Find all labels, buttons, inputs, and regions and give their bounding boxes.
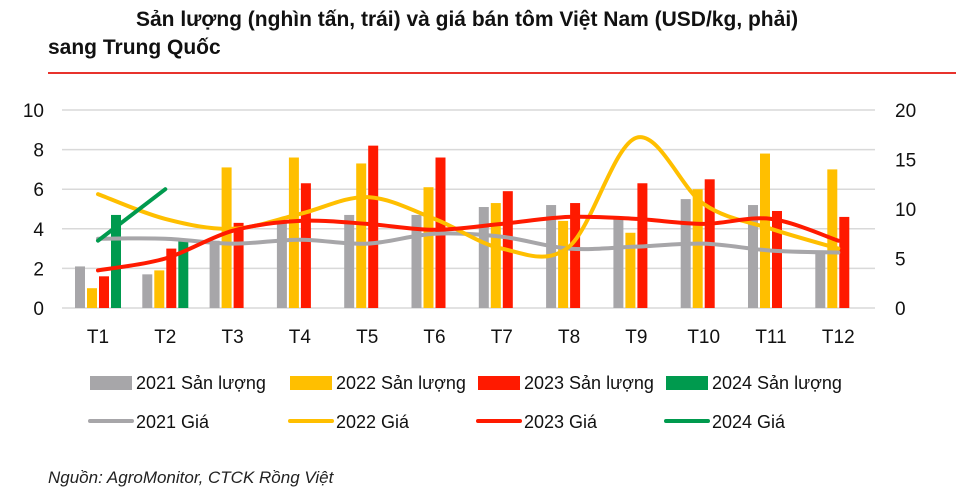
bar-2022 (87, 288, 97, 308)
bar-2021 (748, 205, 758, 308)
legend-label: 2024 Sản lượng (712, 373, 842, 393)
legend-label: 2023 Sản lượng (524, 373, 654, 393)
bar-2021 (276, 222, 287, 308)
y-right-tick-label: 5 (895, 250, 906, 271)
y-left-tick-label: 8 (33, 141, 44, 162)
line-2024-price (96, 187, 168, 243)
bar-2022 (625, 232, 636, 308)
legend-label: 2021 Giá (136, 412, 210, 432)
x-tick-label: T1 (87, 327, 109, 348)
x-tick-label: T5 (356, 327, 378, 348)
x-tick-label: T6 (423, 327, 445, 348)
bar-2022 (760, 153, 770, 308)
legend-label: 2021 Sản lượng (136, 373, 266, 393)
bar-2021 (344, 214, 355, 308)
bar-2021 (815, 250, 826, 308)
title-line-2: sang Trung Quốc (48, 36, 221, 59)
bar-2021 (478, 207, 489, 308)
y-left-tick-label: 10 (23, 101, 44, 122)
bar-2023 (233, 222, 244, 308)
bar-2022 (356, 163, 367, 308)
bar-2021 (613, 216, 624, 308)
x-tick-label: T2 (154, 327, 176, 348)
legend-label: 2023 Giá (524, 412, 598, 432)
line-2023-price (96, 214, 841, 273)
legend-swatch (290, 376, 332, 390)
x-tick-label: T8 (558, 327, 580, 348)
bar-2023 (772, 210, 782, 308)
y-left-tick-label: 6 (33, 180, 44, 201)
legend-label: 2022 Giá (336, 412, 410, 432)
y-right-tick-label: 20 (895, 101, 916, 122)
bar-2022 (154, 270, 165, 308)
x-tick-label: T3 (222, 327, 244, 348)
bar-2023 (99, 276, 109, 308)
bar-2024 (178, 238, 189, 308)
bar-2021 (209, 240, 220, 308)
bar-2021 (680, 199, 691, 308)
x-tick-label: T7 (491, 327, 513, 348)
title-line-1: Sản lượng (nghìn tấn, trái) và giá bán t… (136, 8, 799, 31)
bar-2023 (368, 145, 379, 308)
y-right-tick-label: 15 (895, 151, 916, 172)
bar-2024 (111, 214, 121, 308)
legend-swatch (90, 376, 132, 390)
bar-2023 (300, 183, 311, 308)
x-tick-label: T10 (687, 327, 720, 348)
x-tick-label: T11 (755, 327, 786, 348)
bar-2021 (75, 266, 85, 308)
y-left-tick-label: 4 (33, 220, 44, 241)
bar-2021 (411, 214, 422, 308)
legend-label: 2022 Sản lượng (336, 373, 466, 393)
bar-2021 (142, 274, 153, 308)
bar-2022 (490, 203, 501, 308)
chart-title: Sản lượng (nghìn tấn, trái) và giá bán t… (48, 6, 948, 62)
bar-2023 (839, 216, 850, 308)
bar-2022 (423, 187, 434, 308)
x-tick-label: T4 (289, 327, 312, 348)
bar-2022 (558, 220, 569, 308)
y-left-tick-label: 0 (33, 299, 44, 320)
x-tick-label: T9 (625, 327, 647, 348)
source-note: Nguồn: AgroMonitor, CTCK Rồng Việt (48, 468, 334, 487)
legend-label: 2024 Giá (712, 412, 786, 432)
bar-2023 (570, 203, 581, 308)
legend-swatch (478, 376, 520, 390)
x-tick-label: T12 (822, 327, 855, 348)
title-divider (48, 72, 956, 74)
bar-2022 (692, 189, 703, 308)
bar-2023 (166, 248, 177, 308)
y-right-tick-label: 10 (895, 200, 916, 221)
bar-2022 (288, 157, 299, 308)
y-left-tick-label: 2 (33, 259, 44, 280)
bar-2022 (221, 167, 232, 308)
legend-swatch (666, 376, 708, 390)
y-right-tick-label: 0 (895, 299, 906, 320)
